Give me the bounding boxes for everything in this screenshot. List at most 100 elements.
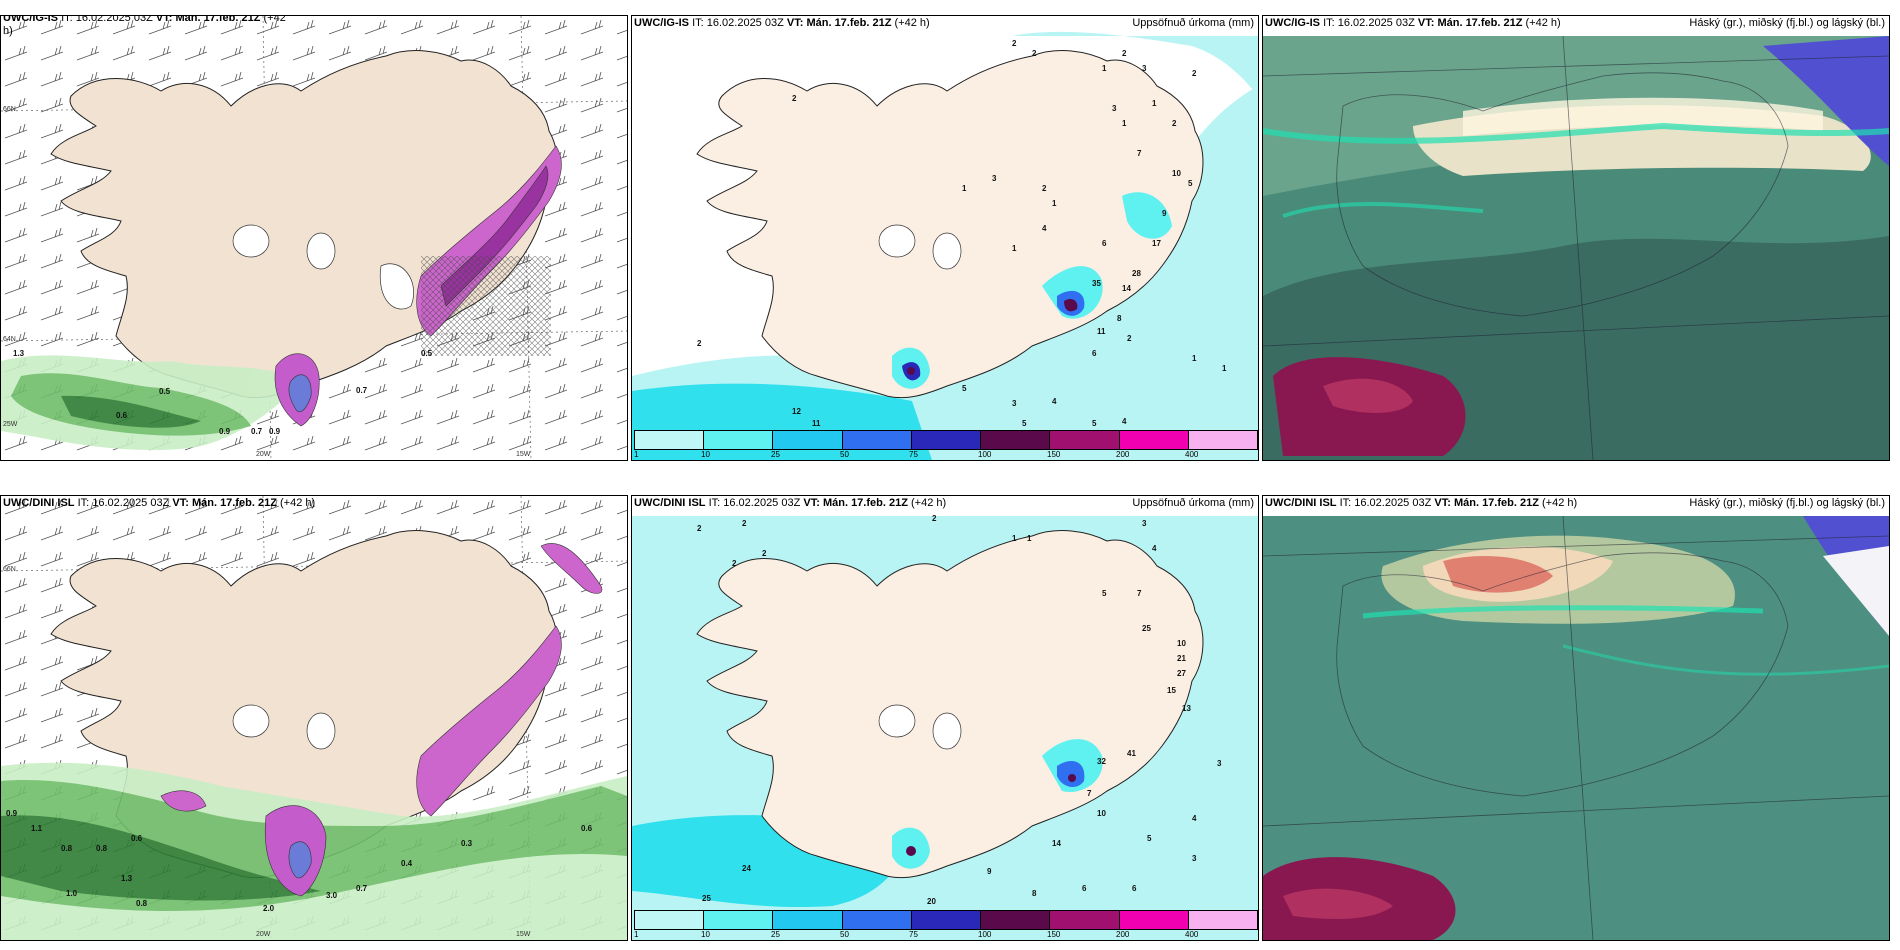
svg-text:10: 10 [1172,169,1181,178]
svg-text:12: 12 [792,407,801,416]
svg-text:14: 14 [1052,839,1061,848]
svg-text:0.8: 0.8 [61,844,73,853]
legend-swatch [1050,911,1120,929]
svg-text:2: 2 [742,519,747,528]
panel-top-mid-precip: UWC/IG-IS IT: 16.02.2025 03Z VT: Mán. 17… [631,15,1259,461]
svg-text:2: 2 [697,524,702,533]
panel-title: Háský (gr.), miðský (fj.bl.) og lágský (… [1689,497,1885,509]
svg-text:2: 2 [1122,49,1127,58]
svg-text:6: 6 [1132,884,1137,893]
svg-text:1.3: 1.3 [13,349,25,358]
svg-text:2: 2 [1172,119,1177,128]
svg-text:4: 4 [1192,814,1197,823]
svg-text:2: 2 [732,559,737,568]
svg-text:6: 6 [1092,349,1097,358]
cloud-map [1263,515,1889,940]
svg-text:9: 9 [987,867,992,876]
svg-text:20: 20 [927,897,936,906]
svg-text:17: 17 [1152,239,1161,248]
svg-text:2.0: 2.0 [263,904,275,913]
svg-text:0.9: 0.9 [269,427,281,436]
svg-text:2: 2 [1032,49,1037,58]
svg-text:1: 1 [1222,364,1227,373]
svg-text:4: 4 [1052,397,1057,406]
svg-text:3: 3 [1192,854,1197,863]
svg-text:1: 1 [1027,534,1032,543]
svg-text:20W: 20W [256,931,271,938]
panel-header: UWC/DINI ISL IT: 16.02.2025 03Z VT: Mán.… [3,497,316,509]
svg-text:0.6: 0.6 [131,834,143,843]
precip-map: 2 2 2 2 2 1 1 3 4 5 3 7 25 10 21 27 15 1… [632,514,1258,940]
legend-swatch [842,431,912,449]
precip-blobs [892,192,1172,389]
svg-text:27: 27 [1177,669,1186,678]
legend-swatch [1050,431,1120,449]
svg-text:4: 4 [1042,224,1047,233]
svg-text:28: 28 [1132,269,1141,278]
svg-text:6: 6 [1082,884,1087,893]
svg-text:1.1: 1.1 [31,824,43,833]
svg-text:15W: 15W [516,451,531,458]
legend-swatch [981,431,1051,449]
svg-text:3.0: 3.0 [326,891,338,900]
svg-text:11: 11 [812,419,821,428]
panel-header: UWC/IG-IS IT: 16.02.2025 03Z VT: Mán. 17… [3,15,286,37]
svg-text:10: 10 [1097,809,1106,818]
precip-legend [634,910,1258,930]
svg-text:1: 1 [1122,119,1127,128]
svg-text:6: 6 [1102,239,1107,248]
svg-text:2: 2 [762,549,767,558]
svg-text:0.6: 0.6 [581,824,593,833]
panel-top-right-clouds: UWC/IG-IS IT: 16.02.2025 03Z VT: Mán. 17… [1262,15,1890,461]
svg-text:64N: 64N [3,336,16,343]
svg-text:2: 2 [697,339,702,348]
svg-text:3: 3 [1012,399,1017,408]
svg-text:1.0: 1.0 [66,889,78,898]
svg-text:9: 9 [1162,209,1167,218]
svg-text:2: 2 [1192,69,1197,78]
panel-bot-right-clouds: UWC/DINI ISL IT: 16.02.2025 03Z VT: Mán.… [1262,495,1890,941]
svg-text:5: 5 [1188,179,1193,188]
svg-text:21: 21 [1177,654,1186,663]
svg-text:15: 15 [1167,686,1176,695]
precip-legend [634,430,1258,450]
wind-map: 66N 20W 15W 0.9 1.1 0.6 0.8 0.8 1.0 0.8 … [1,496,627,940]
svg-text:0.3: 0.3 [461,839,473,848]
svg-text:0.9: 0.9 [219,427,231,436]
svg-text:0.7: 0.7 [251,427,263,436]
wind-map: 66N 64N 25W 20W 15W 0.6 0.9 0.7 0.5 1.3 … [1,16,627,460]
precip-map: 2 2 1 2 3 2 1 3 1 2 10 5 7 6 9 17 28 14 … [632,31,1258,460]
svg-text:3: 3 [1142,64,1147,73]
legend-swatch [773,911,843,929]
svg-text:11: 11 [1097,327,1106,336]
svg-text:15W: 15W [516,931,531,938]
panel-header: UWC/IG-IS IT: 16.02.2025 03Z VT: Mán. 17… [1265,17,1561,29]
legend-swatch [704,911,774,929]
legend-swatch [1188,911,1257,929]
legend-swatch [981,911,1051,929]
svg-text:1: 1 [1102,64,1107,73]
svg-text:20W: 20W [256,451,271,458]
legend-ticks: 1 10 25 50 75 100 150 200 400 [634,930,1199,939]
legend-swatch [842,911,912,929]
svg-text:3: 3 [1142,519,1147,528]
cloud-map [1263,35,1889,460]
svg-text:7: 7 [1087,789,1092,798]
svg-text:0.8: 0.8 [136,899,148,908]
svg-text:2: 2 [932,514,937,523]
svg-text:35: 35 [1092,279,1101,288]
green-precip-band [1,355,301,451]
svg-text:0.8: 0.8 [96,844,108,853]
legend-swatch [1119,431,1189,449]
svg-text:1: 1 [1052,199,1057,208]
svg-text:13: 13 [1182,704,1191,713]
panel-top-left-wind: UWC/IG-IS IT: 16.02.2025 03Z VT: Mán. 17… [0,15,628,461]
svg-text:3: 3 [1112,104,1117,113]
svg-text:25: 25 [1142,624,1151,633]
svg-text:2: 2 [1127,334,1132,343]
legend-swatch [1119,911,1189,929]
svg-text:14: 14 [1122,284,1131,293]
panel-title: Háský (gr.), miðský (fj.bl.) og lágský (… [1689,17,1885,29]
panel-header: UWC/DINI ISL IT: 16.02.2025 03Z VT: Mán.… [1265,497,1578,509]
svg-text:5: 5 [1102,589,1107,598]
